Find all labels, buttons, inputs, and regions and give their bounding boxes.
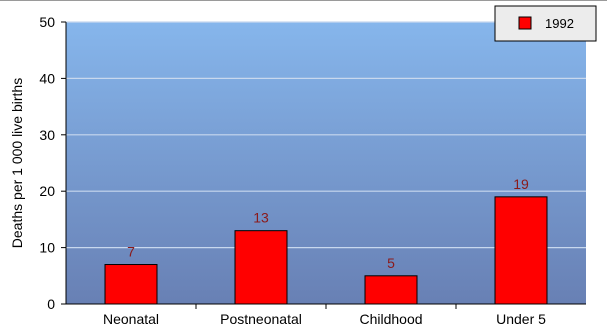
bar-under-5: [494, 196, 548, 305]
x-tick-labels: Neonatal Postneonatal Childhood Under 5: [103, 311, 546, 327]
data-labels: 7 13 5 19: [127, 176, 529, 271]
y-tick-labels: 0 10 20 30 40 50: [39, 14, 55, 312]
legend: 1992: [494, 5, 597, 42]
legend-swatch: [518, 16, 532, 30]
bars: [104, 196, 548, 305]
y-tick-label-0: 0: [47, 296, 55, 312]
bar-postneonatal: [234, 230, 288, 305]
y-axis-label: Deaths per 1 000 live births: [9, 78, 25, 248]
data-label-under-5: 19: [513, 176, 529, 192]
y-tick-label-10: 10: [39, 240, 55, 256]
x-tick-label-under-5: Under 5: [496, 311, 546, 327]
y-tick-label-20: 20: [39, 183, 55, 199]
x-tick-label-childhood: Childhood: [359, 311, 422, 327]
data-label-postneonatal: 13: [253, 210, 269, 226]
axes: [61, 21, 586, 309]
x-tick-label-neonatal: Neonatal: [103, 311, 159, 327]
bar-childhood: [364, 275, 418, 305]
y-tick-label-50: 50: [39, 14, 55, 30]
data-label-neonatal: 7: [127, 244, 135, 260]
legend-box: [494, 5, 597, 42]
y-tick-label-40: 40: [39, 70, 55, 86]
x-tick-label-postneonatal: Postneonatal: [220, 311, 302, 327]
bar-neonatal: [104, 264, 158, 305]
legend-label-1992: 1992: [545, 16, 574, 31]
data-label-childhood: 5: [387, 255, 395, 271]
y-tick-label-30: 30: [39, 127, 55, 143]
